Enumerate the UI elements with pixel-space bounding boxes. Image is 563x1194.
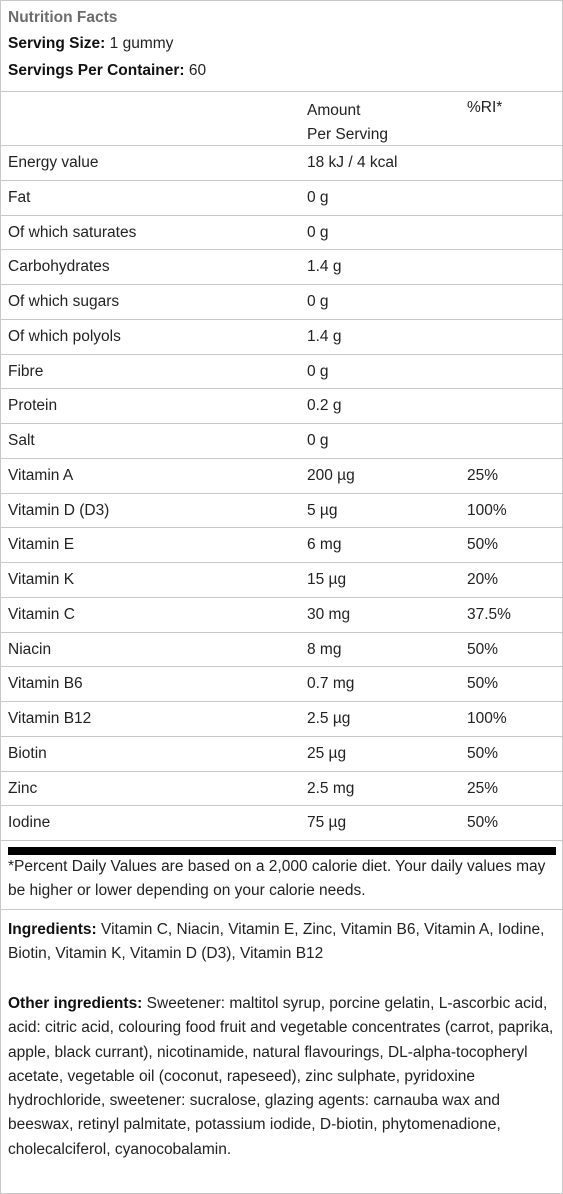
table-row: Of which saturates 0 g [1,214,562,250]
nutrient-amount: 1.4 g [307,258,342,276]
other-ingredients-label: Other ingredients: [8,995,143,1012]
nutrient-amount: 0 g [307,188,329,206]
nutrient-name: Vitamin K [8,571,75,588]
amount-column-header: Amount Per Serving [307,99,388,147]
nutrient-amount: 30 mg [307,605,351,623]
table-row: Vitamin A 200 µg 25% [1,457,562,493]
ri-column-header: %RI* [467,99,503,116]
table-row: Vitamin E 6 mg 50% [1,527,562,562]
table-row: Zinc 2.5 mg 25% [1,770,562,806]
serving-size: Serving Size: 1 gummy [8,35,173,53]
nutrient-amount: 15 µg [307,571,347,588]
nutrient-name: Of which sugars [8,293,120,310]
nutrient-amount: 2.5 mg [307,779,355,797]
table-row: Fat 0 g [1,179,562,215]
nutrient-amount: 200 µg [307,466,355,484]
amount-header-line1: Amount [307,102,361,119]
table-row: Vitamin C 30 mg 37.5% [1,596,562,632]
other-ingredients: Other ingredients: Sweetener: maltitol s… [8,992,560,1162]
label-title: Nutrition Facts [8,9,118,26]
table-row: Salt 0 g [1,423,562,458]
nutrient-name: Energy value [8,154,99,171]
nutrient-name: Niacin [8,640,52,658]
nutrient-name: Vitamin C [8,605,75,623]
table-row: Vitamin B6 0.7 mg 50% [1,666,562,701]
servings-value: 60 [188,62,207,79]
table-row: Biotin 25 µg 50% [1,735,562,771]
nutrient-amount: 8 mg [307,640,342,658]
nutrient-name: Of which saturates [8,223,137,241]
nutrient-amount: 0 g [307,432,329,449]
table-row: Fibre 0 g [1,353,562,389]
table-row: Carbohydrates 1.4 g [1,249,562,284]
nutrient-name: Zinc [8,779,38,797]
nutrient-amount: 0 g [307,293,329,310]
nutrient-amount: 0 g [307,223,329,241]
ingredients-label: Ingredients: [8,921,97,938]
nutrient-amount: 18 kJ / 4 kcal [307,154,398,171]
table-row: Niacin 8 mg 50% [1,631,562,667]
nutrient-name: Vitamin B6 [8,675,83,693]
nutrient-amount: 0.2 g [307,397,342,415]
nutrient-name: Fibre [8,362,44,380]
nutrient-name: Salt [8,432,35,449]
nutrient-ri: 50% [467,640,499,658]
table-row: Vitamin K 15 µg 20% [1,562,562,597]
serving-size-value: 1 gummy [109,35,174,52]
table-row: Of which sugars 0 g [1,284,562,319]
servings-label: Servings Per Container: [8,62,185,79]
nutrient-amount: 0.7 mg [307,675,355,693]
nutrient-ri: 37.5% [467,605,511,623]
servings-per-container: Servings Per Container: 60 [8,62,206,80]
other-ingredients-text: Sweetener: maltitol syrup, porcine gelat… [8,995,554,1158]
nutrient-name: Fat [8,188,31,206]
nutrient-ri: 50% [467,536,499,554]
footnote-divider [1,909,562,910]
nutrient-ri: 50% [467,814,499,832]
table-row: Of which polyols 1.4 g [1,318,562,354]
table-row: Vitamin D (D3) 5 µg 100% [1,492,562,528]
table-row: Vitamin B12 2.5 µg 100% [1,701,562,736]
nutrient-name: Iodine [8,814,51,832]
nutrient-name: Vitamin A [8,466,74,484]
nutrient-amount: 0 g [307,362,329,380]
nutrient-amount: 75 µg [307,814,347,832]
nutrient-ri: 100% [467,710,507,727]
ingredients: Ingredients: Vitamin C, Niacin, Vitamin … [8,918,560,967]
nutrient-name: Vitamin D (D3) [8,501,110,519]
footnote: *Percent Daily Values are based on a 2,0… [8,858,546,899]
nutrient-amount: 2.5 µg [307,710,351,727]
header-divider [1,91,562,92]
thick-divider [8,847,556,855]
serving-size-label: Serving Size: [8,35,106,52]
table-row: Iodine 75 µg 50% [1,805,562,840]
nutrient-amount: 5 µg [307,501,338,519]
nutrient-name: Of which polyols [8,327,121,345]
nutrient-name: Carbohydrates [8,258,110,276]
table-header: Amount Per Serving %RI* [1,92,562,145]
nutrient-amount: 6 mg [307,536,342,554]
nutrient-name: Biotin [8,744,47,762]
nutrient-name: Vitamin B12 [8,710,92,727]
nutrient-name: Vitamin E [8,536,75,554]
table-bottom-line [1,840,562,841]
nutrient-ri: 100% [467,501,507,519]
table-row: Energy value 18 kJ / 4 kcal [1,145,562,180]
table-row: Protein 0.2 g [1,388,562,423]
nutrient-amount: 25 µg [307,744,347,762]
amount-header-line2: Per Serving [307,126,388,143]
nutrient-name: Protein [8,397,58,415]
nutrient-ri: 25% [467,779,499,797]
nutrient-ri: 50% [467,675,499,693]
nutrient-ri: 50% [467,744,499,762]
nutrient-ri: 25% [467,466,499,484]
nutrient-ri: 20% [467,571,499,588]
ingredients-text: Vitamin C, Niacin, Vitamin E, Zinc, Vita… [8,921,545,963]
nutrient-amount: 1.4 g [307,327,342,345]
